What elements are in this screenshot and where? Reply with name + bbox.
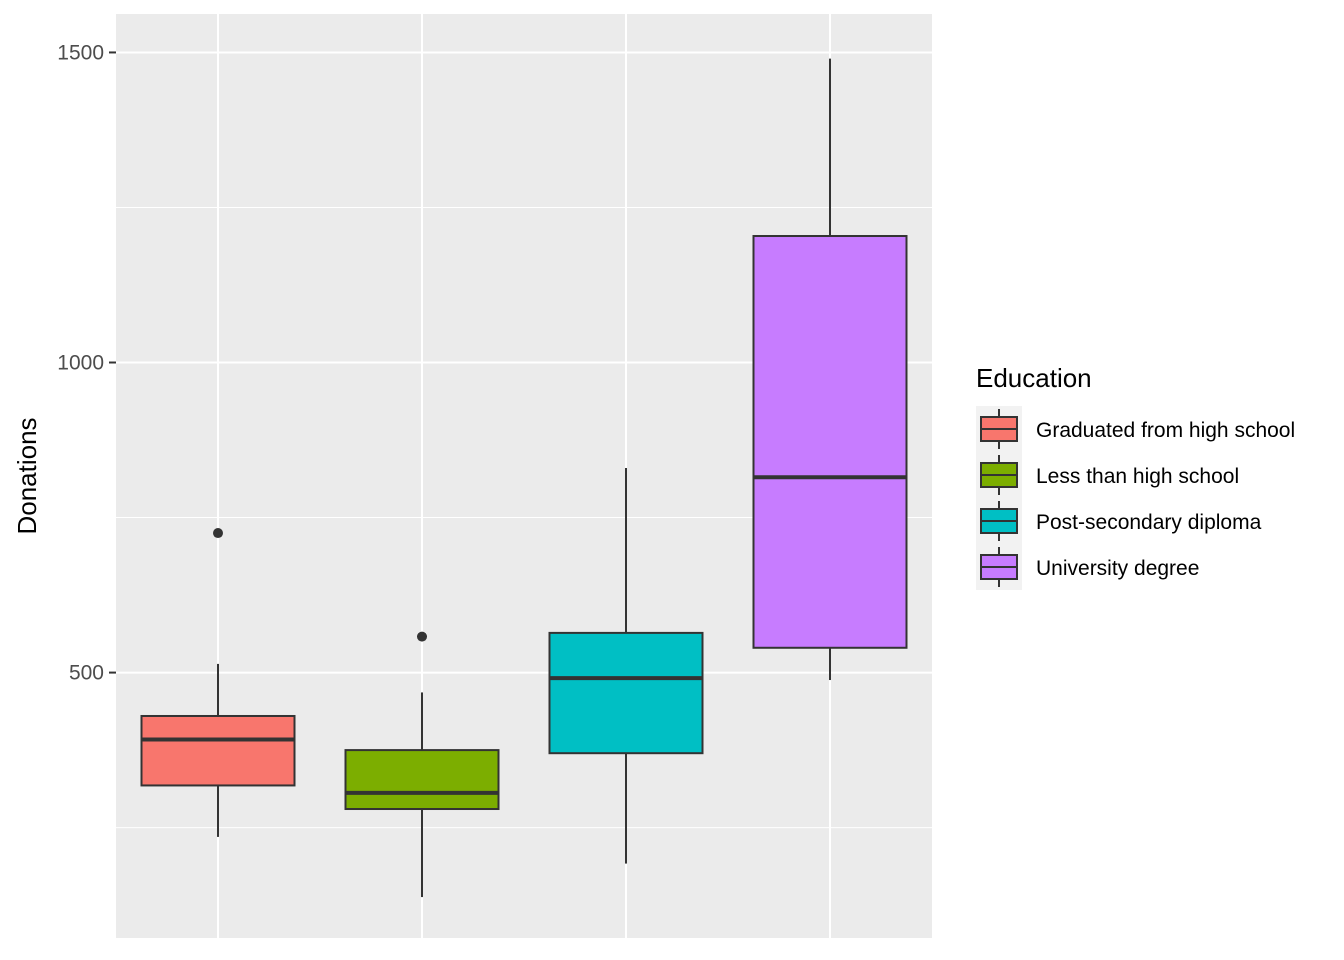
legend-title: Education bbox=[976, 363, 1092, 393]
legend-label: Less than high school bbox=[1036, 465, 1239, 488]
legend-label: Post-secondary diploma bbox=[1036, 511, 1262, 534]
box-body bbox=[344, 749, 500, 811]
box-3 bbox=[548, 467, 704, 864]
box-1 bbox=[140, 528, 296, 837]
box-body bbox=[548, 631, 704, 755]
legend-item: Post-secondary diploma bbox=[976, 498, 1262, 544]
legend-item: Less than high school bbox=[976, 452, 1239, 498]
y-tick-label: 1000 bbox=[57, 352, 104, 375]
outlier-point bbox=[213, 528, 223, 539]
box-2 bbox=[344, 631, 500, 898]
legend-label: Graduated from high school bbox=[1036, 419, 1295, 442]
legend-item: Graduated from high school bbox=[976, 406, 1295, 452]
y-tick-label: 1500 bbox=[57, 41, 104, 64]
legend-label: University degree bbox=[1036, 557, 1199, 580]
y-tick-label: 500 bbox=[69, 662, 104, 685]
legend: Graduated from high school Less than high… bbox=[976, 406, 1295, 590]
outlier-point bbox=[417, 631, 427, 642]
boxes bbox=[140, 58, 908, 898]
box-body bbox=[140, 714, 296, 787]
legend-item: University degree bbox=[976, 544, 1199, 590]
y-axis-title: Donations bbox=[12, 417, 42, 534]
y-axis: 500 1000 1500 bbox=[57, 41, 116, 685]
box-body bbox=[752, 235, 908, 649]
box-4 bbox=[752, 58, 908, 681]
